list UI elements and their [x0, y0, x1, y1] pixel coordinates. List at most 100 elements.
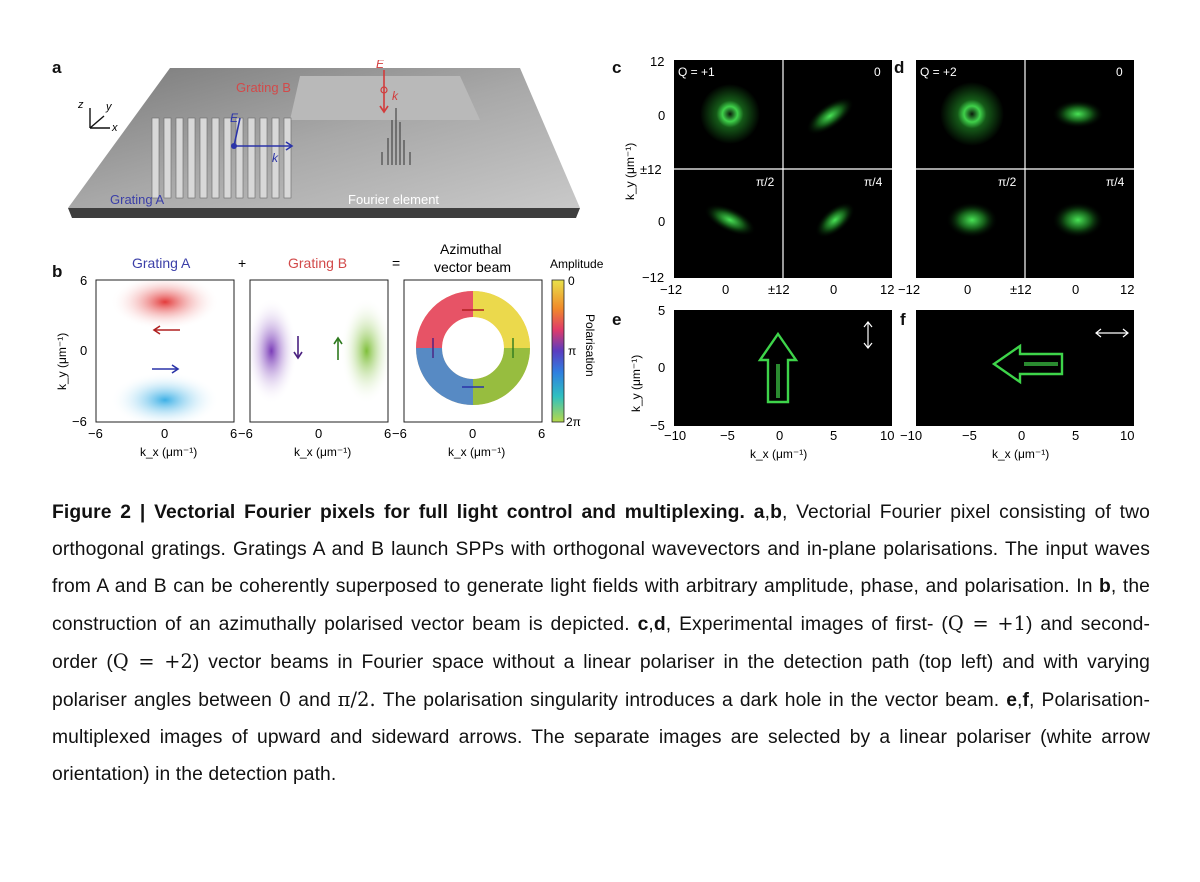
b-xtick-3b: 0	[469, 426, 476, 441]
c-ytick-5: −12	[642, 270, 664, 285]
caption-text-3: , Experimental images of first- (	[665, 614, 948, 635]
b-xlabel-3: k_x (μm⁻¹)	[448, 445, 505, 459]
caption-ref-e: e	[1006, 690, 1018, 711]
caption-ref-a: a	[753, 502, 765, 523]
grating-b-region	[290, 76, 480, 120]
grating-a-ridges	[151, 117, 292, 199]
d-xtick-3: ±12	[1010, 282, 1032, 297]
plot-grating-a	[95, 279, 235, 423]
caption-q1: Q = +1	[947, 612, 1026, 635]
axis-y: y	[105, 101, 113, 113]
caption-zero: 0	[278, 688, 292, 711]
panel-e-plot	[674, 310, 892, 426]
substrate-edge	[68, 208, 580, 218]
b-xtick-1a: −6	[88, 426, 103, 441]
caption-ref-b: b	[770, 502, 782, 523]
b-ytick-bot: −6	[72, 414, 87, 429]
b-ytick-top: 6	[80, 273, 87, 288]
b-xtick-1c: 6	[230, 426, 237, 441]
caption-ref-c: c	[637, 614, 649, 635]
plot-azimuthal	[403, 279, 543, 423]
colorbar-mid: π	[568, 344, 576, 358]
polariser-vertical-arrow	[863, 321, 873, 349]
f-xtick-5: 10	[1120, 428, 1134, 443]
caption-text-7: The polarisation singularity introduces …	[375, 690, 1007, 711]
plot-grating-b	[249, 279, 389, 423]
b-xtick-3a: −6	[392, 426, 407, 441]
e-xtick-1: −10	[664, 428, 686, 443]
colorbar-top: 0	[568, 274, 575, 288]
panel-c-plot	[674, 60, 892, 278]
d-quad-pi4: π/4	[1106, 175, 1125, 189]
fourier-element-label: Fourier element	[348, 192, 439, 207]
b-xtick-3c: 6	[538, 426, 545, 441]
panel-e-label: e	[612, 310, 622, 329]
equals-sign: =	[392, 255, 400, 271]
caption-text-8: , Polarisation-multiplexed images of upw…	[52, 690, 1150, 785]
caption-text-6: and	[291, 690, 338, 711]
caption-ref-d: d	[653, 614, 666, 635]
caption-ref-f: f	[1022, 690, 1030, 711]
b-xtick-1b: 0	[161, 426, 168, 441]
panel-f-plot	[916, 310, 1134, 426]
sideward-arrow	[991, 343, 1064, 385]
caption-text-1: , Vectorial Fourier pixel consisting of …	[52, 502, 1150, 597]
c-quad-pi2: π/2	[756, 175, 775, 189]
caption-ref-b2: b	[1099, 576, 1111, 597]
grating-a-label: Grating A	[110, 192, 165, 207]
b-xlabel-2: k_x (μm⁻¹)	[294, 445, 351, 459]
grating-b-e-label: E	[376, 60, 385, 71]
f-xtick-2: −5	[962, 428, 977, 443]
grating-a-title: Grating A	[132, 255, 191, 271]
caption-q2: Q = +2	[112, 650, 193, 673]
d-quad-0: 0	[1116, 65, 1123, 79]
c-ytick-1: 12	[650, 54, 664, 69]
grating-a-source-dot	[231, 143, 237, 149]
azimuthal-title-1: Azimuthal	[440, 241, 501, 257]
e-xtick-2: −5	[720, 428, 735, 443]
d-q-label: Q = +2	[920, 65, 957, 79]
caption-pi2: π/2.	[337, 688, 376, 711]
grating-b-k-label: k	[392, 89, 399, 103]
panel-a-illustration: z y x E k E k Grating B Grating A Fourie…	[68, 60, 580, 218]
caption-text-5: ) vector beams in Fourier space without …	[52, 652, 1150, 711]
panel-f-label: f	[900, 310, 906, 329]
c-ylabel: k_y (μm⁻¹)	[623, 143, 637, 200]
polariser-horizontal-arrow	[1095, 328, 1129, 338]
b-xtick-2b: 0	[315, 426, 322, 441]
c-xtick-2: 0	[722, 282, 729, 297]
b-xtick-2c: 6	[384, 426, 391, 441]
grating-b-field-arrows	[379, 70, 389, 114]
d-xtick-2: 0	[964, 282, 971, 297]
e-ytick-3: −5	[650, 418, 665, 433]
colorbar-polarisation: Polarisation	[583, 314, 597, 377]
figure-caption: Figure 2 | Vectorial Fourier pixels for …	[52, 502, 1151, 785]
e-ytick-2: 0	[658, 360, 665, 375]
e-ylabel: k_y (μm⁻¹)	[629, 355, 643, 412]
e-ytick-1: 5	[658, 303, 665, 318]
plus-sign: +	[238, 255, 246, 271]
e-xlabel: k_x (μm⁻¹)	[750, 447, 807, 461]
panel-b-figure: Grating A + Grating B = Azimuthal vector…	[55, 241, 604, 459]
grating-a-e-label: E	[230, 111, 239, 125]
fourier-element-peaks	[381, 108, 411, 165]
f-xlabel: k_x (μm⁻¹)	[992, 447, 1049, 461]
c-xtick-3: ±12	[768, 282, 790, 297]
c-xtick-1: −12	[660, 282, 682, 297]
c-ytick-2: 0	[658, 108, 665, 123]
upward-arrow	[757, 331, 799, 404]
e-xtick-4: 5	[830, 428, 837, 443]
c-q-label: Q = +1	[678, 65, 715, 79]
d-quad-pi2: π/2	[998, 175, 1017, 189]
grating-a-k-label: k	[272, 151, 279, 165]
caption-figure-title: Figure 2 | Vectorial Fourier pixels for …	[52, 502, 746, 523]
f-xtick-1: −10	[900, 428, 922, 443]
d-xtick-5: 12	[1120, 282, 1134, 297]
panel-a-label: a	[52, 58, 62, 77]
panel-cd-figure: Q = +1 0 π/2 π/4 Q = +2 0 π/2 π/4 12 0 ±…	[623, 54, 1134, 297]
d-xtick-4: 0	[1072, 282, 1079, 297]
grating-b-title: Grating B	[288, 255, 347, 271]
c-xtick-5: 12	[880, 282, 894, 297]
colorbar-amplitude: Amplitude	[550, 257, 604, 271]
panel-b-label: b	[52, 262, 63, 281]
